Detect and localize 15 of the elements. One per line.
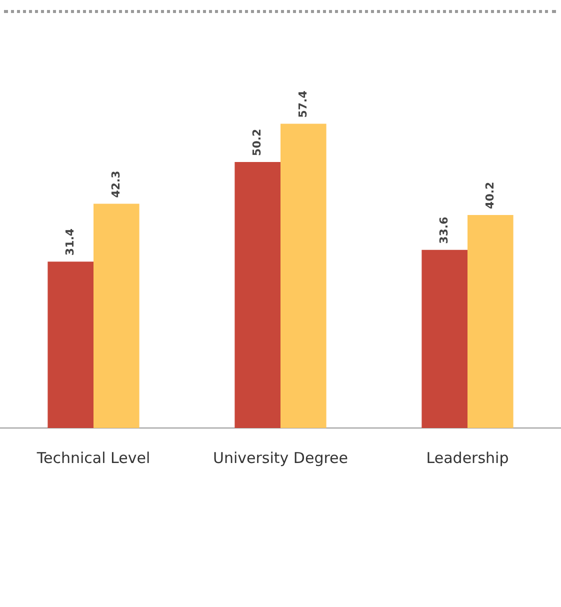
data-label: 33.6	[437, 216, 450, 244]
x-tick-label: Leadership	[426, 448, 509, 467]
data-label: 42.3	[109, 170, 122, 198]
x-tick-label: University Degree	[212, 448, 348, 467]
bar	[94, 204, 140, 428]
data-label: 57.4	[296, 90, 310, 118]
x-tick-label: Technical Level	[36, 448, 150, 467]
bar	[468, 214, 514, 428]
bar	[422, 250, 468, 428]
data-label: 31.4	[63, 228, 76, 256]
bar	[280, 124, 326, 428]
bar	[234, 162, 280, 428]
bar	[48, 262, 94, 428]
data-label: 40.2	[483, 182, 496, 209]
data-label: 50.2	[250, 128, 264, 156]
